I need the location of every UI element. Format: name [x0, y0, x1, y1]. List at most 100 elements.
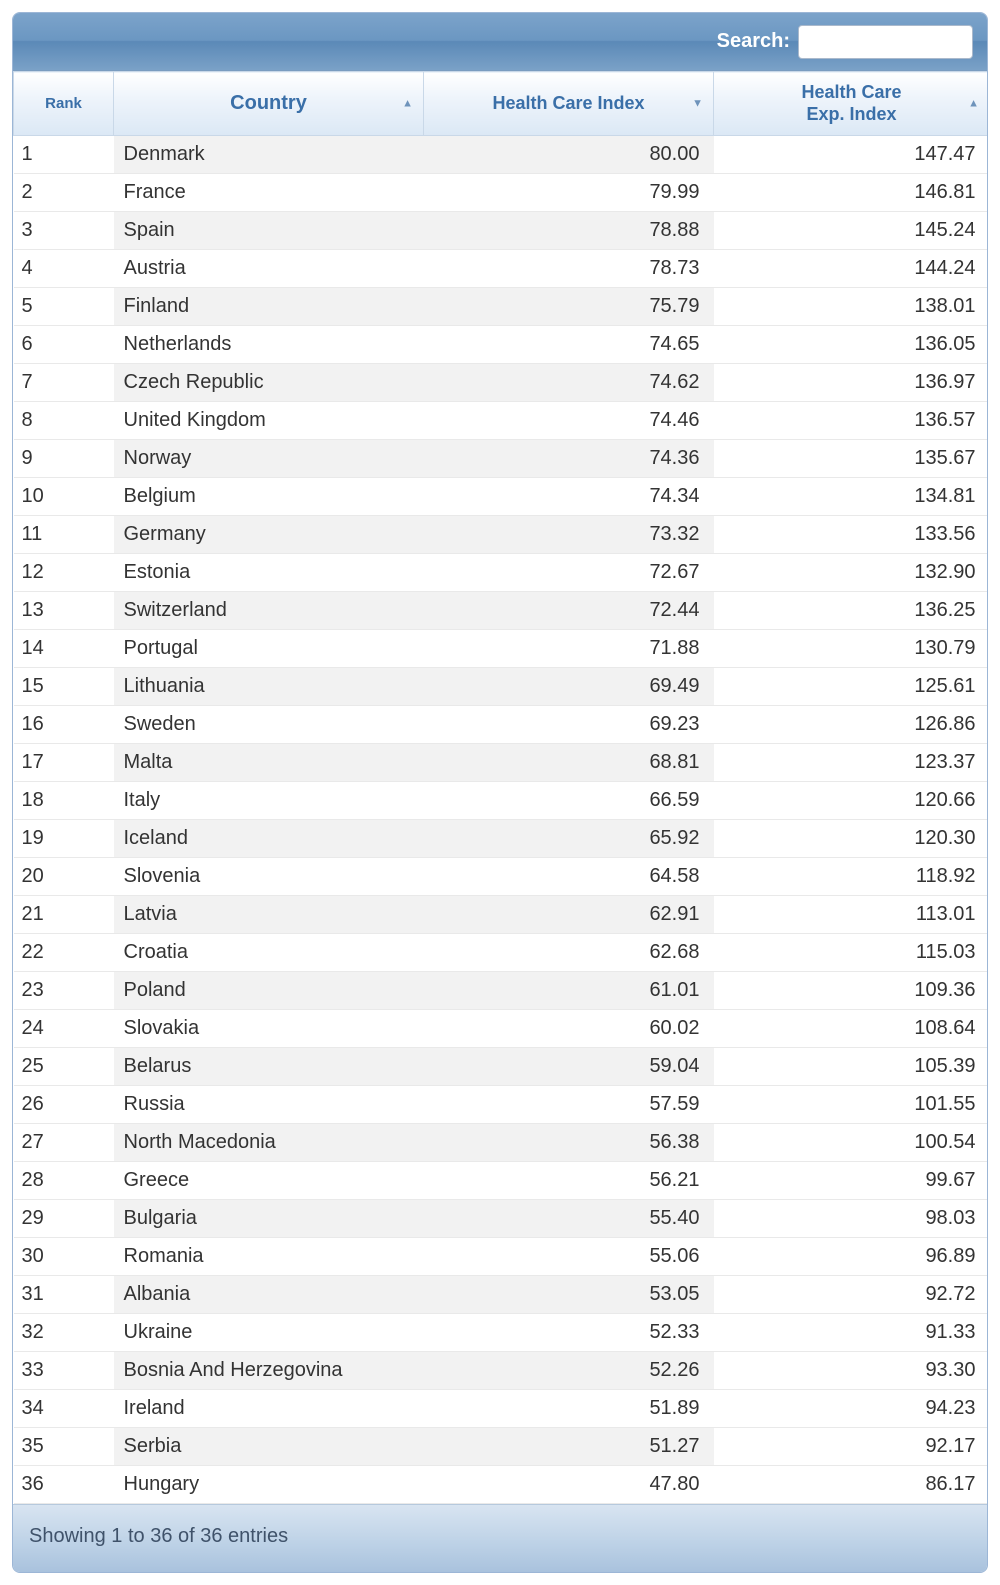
cell-hce: 113.01: [714, 896, 989, 934]
cell-country: Croatia: [114, 934, 424, 972]
cell-hci: 80.00: [424, 136, 714, 174]
table-row: 22Croatia62.68115.03: [14, 934, 989, 972]
cell-country: United Kingdom: [114, 402, 424, 440]
cell-hci: 52.33: [424, 1314, 714, 1352]
cell-rank: 18: [14, 782, 114, 820]
cell-hci: 52.26: [424, 1352, 714, 1390]
table-row: 20Slovenia64.58118.92: [14, 858, 989, 896]
cell-country: Russia: [114, 1086, 424, 1124]
cell-hce: 98.03: [714, 1200, 989, 1238]
col-header-hce[interactable]: Health Care Exp. Index ▲: [714, 72, 989, 136]
cell-rank: 15: [14, 668, 114, 706]
table-row: 17Malta68.81123.37: [14, 744, 989, 782]
cell-rank: 36: [14, 1466, 114, 1504]
table-row: 14Portugal71.88130.79: [14, 630, 989, 668]
cell-rank: 35: [14, 1428, 114, 1466]
cell-country: Portugal: [114, 630, 424, 668]
cell-hce: 96.89: [714, 1238, 989, 1276]
table-row: 13Switzerland72.44136.25: [14, 592, 989, 630]
table-footer: Showing 1 to 36 of 36 entries: [13, 1504, 987, 1572]
cell-country: Denmark: [114, 136, 424, 174]
search-label: Search:: [717, 30, 790, 53]
col-header-country-label: Country: [230, 92, 307, 114]
cell-hci: 55.06: [424, 1238, 714, 1276]
cell-hci: 78.88: [424, 212, 714, 250]
cell-hce: 138.01: [714, 288, 989, 326]
cell-hce: 94.23: [714, 1390, 989, 1428]
cell-hci: 79.99: [424, 174, 714, 212]
cell-hce: 101.55: [714, 1086, 989, 1124]
cell-rank: 34: [14, 1390, 114, 1428]
cell-hci: 74.62: [424, 364, 714, 402]
cell-country: Malta: [114, 744, 424, 782]
cell-country: Germany: [114, 516, 424, 554]
table-row: 5Finland75.79138.01: [14, 288, 989, 326]
cell-hce: 123.37: [714, 744, 989, 782]
cell-hce: 136.97: [714, 364, 989, 402]
col-header-hce-label: Health Care Exp. Index: [801, 82, 901, 125]
cell-hci: 74.34: [424, 478, 714, 516]
cell-rank: 19: [14, 820, 114, 858]
cell-country: Estonia: [114, 554, 424, 592]
cell-rank: 17: [14, 744, 114, 782]
cell-hce: 120.66: [714, 782, 989, 820]
cell-country: France: [114, 174, 424, 212]
cell-hce: 99.67: [714, 1162, 989, 1200]
cell-country: Ireland: [114, 1390, 424, 1428]
table-row: 29Bulgaria55.4098.03: [14, 1200, 989, 1238]
cell-hce: 133.56: [714, 516, 989, 554]
cell-country: Slovenia: [114, 858, 424, 896]
cell-rank: 13: [14, 592, 114, 630]
table-row: 16Sweden69.23126.86: [14, 706, 989, 744]
cell-rank: 21: [14, 896, 114, 934]
cell-rank: 20: [14, 858, 114, 896]
cell-rank: 30: [14, 1238, 114, 1276]
cell-hce: 145.24: [714, 212, 989, 250]
table-row: 36Hungary47.8086.17: [14, 1466, 989, 1504]
table-row: 30Romania55.0696.89: [14, 1238, 989, 1276]
cell-hci: 72.67: [424, 554, 714, 592]
cell-hci: 47.80: [424, 1466, 714, 1504]
cell-rank: 26: [14, 1086, 114, 1124]
cell-hci: 69.23: [424, 706, 714, 744]
cell-hci: 71.88: [424, 630, 714, 668]
table-row: 3Spain78.88145.24: [14, 212, 989, 250]
cell-hce: 125.61: [714, 668, 989, 706]
col-header-rank[interactable]: Rank: [14, 72, 114, 136]
col-header-hci[interactable]: Health Care Index ▼: [424, 72, 714, 136]
cell-rank: 3: [14, 212, 114, 250]
cell-hce: 105.39: [714, 1048, 989, 1086]
cell-country: Bosnia And Herzegovina: [114, 1352, 424, 1390]
cell-country: Belarus: [114, 1048, 424, 1086]
cell-rank: 28: [14, 1162, 114, 1200]
cell-hci: 60.02: [424, 1010, 714, 1048]
cell-rank: 12: [14, 554, 114, 592]
cell-hci: 51.27: [424, 1428, 714, 1466]
table-row: 18Italy66.59120.66: [14, 782, 989, 820]
cell-rank: 14: [14, 630, 114, 668]
table-toolbar: Search:: [13, 13, 987, 71]
table-row: 1Denmark80.00147.47: [14, 136, 989, 174]
table-row: 19Iceland65.92120.30: [14, 820, 989, 858]
cell-rank: 29: [14, 1200, 114, 1238]
sort-asc-icon: ▲: [968, 98, 979, 109]
table-row: 35Serbia51.2792.17: [14, 1428, 989, 1466]
cell-hce: 147.47: [714, 136, 989, 174]
cell-country: Serbia: [114, 1428, 424, 1466]
cell-hci: 74.65: [424, 326, 714, 364]
table-row: 15Lithuania69.49125.61: [14, 668, 989, 706]
cell-hci: 62.68: [424, 934, 714, 972]
cell-hce: 135.67: [714, 440, 989, 478]
health-care-table: Rank Country ▲ Health Care Index ▼ Healt…: [13, 71, 988, 1504]
cell-hci: 78.73: [424, 250, 714, 288]
col-header-country[interactable]: Country ▲: [114, 72, 424, 136]
cell-hci: 69.49: [424, 668, 714, 706]
cell-rank: 10: [14, 478, 114, 516]
cell-hce: 86.17: [714, 1466, 989, 1504]
table-row: 12Estonia72.67132.90: [14, 554, 989, 592]
table-row: 6Netherlands74.65136.05: [14, 326, 989, 364]
table-row: 8United Kingdom74.46136.57: [14, 402, 989, 440]
cell-hce: 136.57: [714, 402, 989, 440]
cell-country: North Macedonia: [114, 1124, 424, 1162]
search-input[interactable]: [798, 25, 973, 59]
